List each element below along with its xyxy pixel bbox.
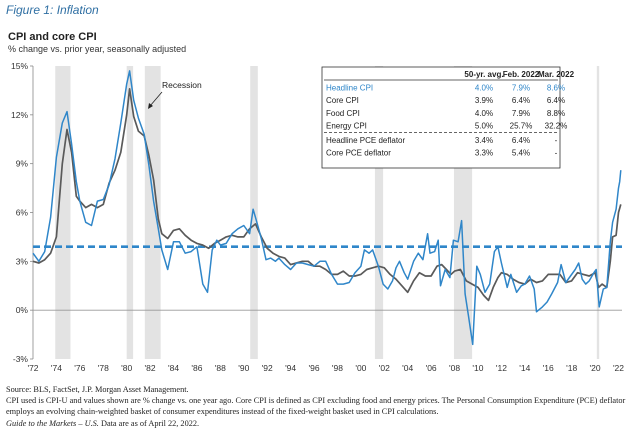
core-cpi-line bbox=[32, 87, 622, 302]
table-row-label: Food CPI bbox=[326, 109, 360, 118]
x-tick-label: '74 bbox=[51, 363, 62, 373]
recession-band bbox=[126, 66, 134, 359]
x-tick-label: '94 bbox=[285, 363, 296, 373]
methodology-note: CPI used is CPI-U and values shown are %… bbox=[6, 396, 626, 417]
x-tick-label: '08 bbox=[449, 363, 460, 373]
table-cell: 4.0% bbox=[475, 109, 493, 118]
recession-annotation: Recession bbox=[162, 80, 202, 90]
footer-notes: Source: BLS, FactSet, J.P. Morgan Asset … bbox=[6, 384, 634, 429]
asof-note: Guide to the Markets – U.S. Data are as … bbox=[6, 418, 634, 429]
table-cell: 8.8% bbox=[547, 109, 565, 118]
x-tick-label: '12 bbox=[496, 363, 507, 373]
table-cell: 5.4% bbox=[512, 149, 530, 158]
y-tick-label: 0% bbox=[16, 305, 29, 315]
x-tick-label: '78 bbox=[98, 363, 109, 373]
y-tick-label: 12% bbox=[11, 110, 28, 120]
table-cell: 6.4% bbox=[547, 96, 565, 105]
table-cell: 4.0% bbox=[475, 84, 493, 93]
x-tick-label: '18 bbox=[566, 363, 577, 373]
x-tick-label: '96 bbox=[308, 363, 319, 373]
asof-date: Data are as of April 22, 2022. bbox=[98, 418, 200, 428]
x-tick-label: '14 bbox=[519, 363, 530, 373]
recession-band bbox=[374, 66, 384, 359]
x-tick-label: '10 bbox=[472, 363, 483, 373]
x-tick-label: '16 bbox=[543, 363, 554, 373]
guide-title: Guide to the Markets – U.S. bbox=[6, 418, 99, 428]
table-box bbox=[321, 66, 561, 169]
x-tick-label: '04 bbox=[402, 363, 413, 373]
x-tick-label: '88 bbox=[215, 363, 226, 373]
x-tick-label: '06 bbox=[426, 363, 437, 373]
table-cell: 32.2% bbox=[545, 121, 568, 130]
table-cell: 5.0% bbox=[475, 121, 493, 130]
table-header-cell: Feb. 2022 bbox=[503, 70, 540, 79]
y-tick-label: 3% bbox=[16, 256, 29, 266]
recession-band bbox=[144, 66, 161, 359]
x-tick-label: '84 bbox=[168, 363, 179, 373]
table-row-label: Headline PCE deflator bbox=[326, 136, 405, 145]
y-tick-label: 15% bbox=[11, 61, 28, 71]
table-cell: 8.6% bbox=[547, 84, 565, 93]
x-tick-label: '20 bbox=[590, 363, 601, 373]
x-tick-label: '22 bbox=[613, 363, 624, 373]
table-cell: 3.9% bbox=[475, 96, 493, 105]
x-tick-label: '82 bbox=[145, 363, 156, 373]
x-tick-label: '98 bbox=[332, 363, 343, 373]
x-tick-label: '72 bbox=[27, 363, 38, 373]
y-tick-label: -3% bbox=[13, 354, 29, 364]
table-row-label: Core PCE deflator bbox=[326, 149, 391, 158]
table-cell: 3.4% bbox=[475, 136, 493, 145]
chart-subtitle: % change vs. prior year, seasonally adju… bbox=[8, 44, 187, 54]
table-row-label: Energy CPI bbox=[326, 121, 367, 130]
x-tick-label: '90 bbox=[238, 363, 249, 373]
x-tick-label: '00 bbox=[355, 363, 366, 373]
headline-cpi-line bbox=[32, 70, 622, 346]
figure-label: Figure 1: Inflation bbox=[6, 3, 99, 17]
annotation-arrow-line bbox=[149, 91, 163, 107]
x-tick-label: '86 bbox=[191, 363, 202, 373]
table-row-label: Headline CPI bbox=[326, 84, 373, 93]
source-note: Source: BLS, FactSet, J.P. Morgan Asset … bbox=[6, 385, 189, 394]
y-tick-label: 6% bbox=[16, 208, 29, 218]
x-tick-label: '76 bbox=[74, 363, 85, 373]
table-row-label: Core CPI bbox=[326, 96, 359, 105]
y-tick-label: 9% bbox=[16, 159, 29, 169]
table-header-cell: 50-yr. avg. bbox=[464, 70, 503, 79]
table-cell: 6.4% bbox=[512, 96, 530, 105]
annotation-arrow-head bbox=[148, 103, 153, 109]
recession-band bbox=[596, 66, 600, 359]
x-tick-label: '92 bbox=[262, 363, 273, 373]
table-cell: - bbox=[555, 149, 558, 158]
table-header-cell: Mar. 2022 bbox=[538, 70, 575, 79]
table-cell: 7.9% bbox=[512, 109, 530, 118]
x-tick-label: '02 bbox=[379, 363, 390, 373]
x-tick-label: '80 bbox=[121, 363, 132, 373]
table-cell: 3.3% bbox=[475, 149, 493, 158]
table-cell: - bbox=[555, 136, 558, 145]
table-cell: 6.4% bbox=[512, 136, 530, 145]
table-cell: 7.9% bbox=[512, 84, 530, 93]
chart-title: CPI and core CPI bbox=[8, 31, 97, 43]
table-cell: 25.7% bbox=[510, 121, 533, 130]
